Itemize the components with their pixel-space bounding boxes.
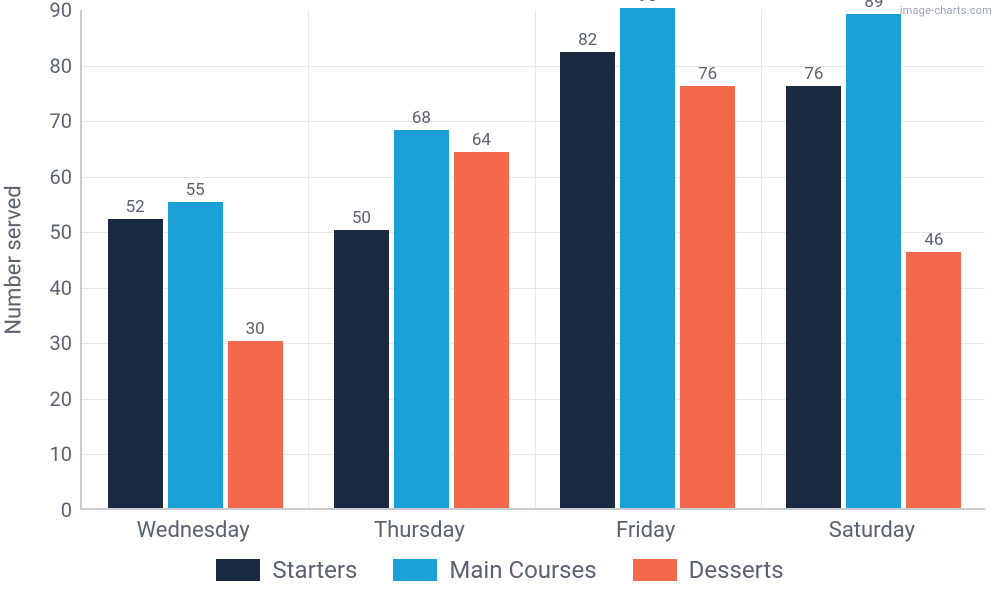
legend-swatch xyxy=(393,559,437,581)
y-axis-title: Number served xyxy=(2,185,27,334)
y-tick-label: 20 xyxy=(12,387,72,411)
legend-item: Desserts xyxy=(633,556,784,584)
x-tick-label: Saturday xyxy=(829,518,915,543)
bar-value-label: 55 xyxy=(168,180,223,200)
legend-item: Main Courses xyxy=(393,556,596,584)
y-tick-label: 70 xyxy=(12,109,72,133)
bar-main-courses: 55 xyxy=(168,202,223,508)
bar-desserts: 64 xyxy=(454,152,509,508)
bar-desserts: 30 xyxy=(228,341,283,508)
bar-value-label: 50 xyxy=(334,208,389,228)
bar-value-label: 76 xyxy=(680,64,735,84)
bar-starters: 82 xyxy=(560,52,615,508)
bar-main-courses: 90 xyxy=(620,8,675,508)
legend-label: Main Courses xyxy=(449,556,596,584)
y-tick-label: 80 xyxy=(12,54,72,78)
bar-value-label: 90 xyxy=(620,0,675,6)
y-tick-label: 10 xyxy=(12,442,72,466)
y-tick-label: 0 xyxy=(12,498,72,522)
legend-label: Desserts xyxy=(689,556,784,584)
legend: Starters Main Courses Desserts xyxy=(0,556,1000,587)
bar-starters: 50 xyxy=(334,230,389,508)
y-tick-label: 60 xyxy=(12,165,72,189)
bar-value-label: 52 xyxy=(108,197,163,217)
plot-area: 525530506864829076768946 xyxy=(80,10,985,510)
gridline-v xyxy=(308,10,309,508)
x-tick-label: Friday xyxy=(616,518,675,543)
chart-container: image-charts.com Number served 010203040… xyxy=(0,0,1000,600)
legend-item: Starters xyxy=(216,556,357,584)
bar-value-label: 64 xyxy=(454,130,509,150)
bar-value-label: 68 xyxy=(394,108,449,128)
y-tick-label: 90 xyxy=(12,0,72,22)
bar-value-label: 89 xyxy=(846,0,901,12)
y-tick-label: 40 xyxy=(12,276,72,300)
bar-main-courses: 68 xyxy=(394,130,449,508)
gridline-v xyxy=(535,10,536,508)
bar-value-label: 46 xyxy=(906,230,961,250)
x-tick-label: Thursday xyxy=(374,518,465,543)
bar-desserts: 46 xyxy=(906,252,961,508)
y-tick-label: 30 xyxy=(12,331,72,355)
bar-starters: 52 xyxy=(108,219,163,508)
bar-desserts: 76 xyxy=(680,86,735,508)
gridline-v xyxy=(761,10,762,508)
bar-value-label: 76 xyxy=(786,64,841,84)
legend-swatch xyxy=(633,559,677,581)
bar-starters: 76 xyxy=(786,86,841,508)
y-tick-label: 50 xyxy=(12,220,72,244)
bar-value-label: 82 xyxy=(560,30,615,50)
legend-swatch xyxy=(216,559,260,581)
x-tick-label: Wednesday xyxy=(137,518,250,543)
bar-value-label: 30 xyxy=(228,319,283,339)
legend-label: Starters xyxy=(272,556,357,584)
bar-main-courses: 89 xyxy=(846,14,901,508)
